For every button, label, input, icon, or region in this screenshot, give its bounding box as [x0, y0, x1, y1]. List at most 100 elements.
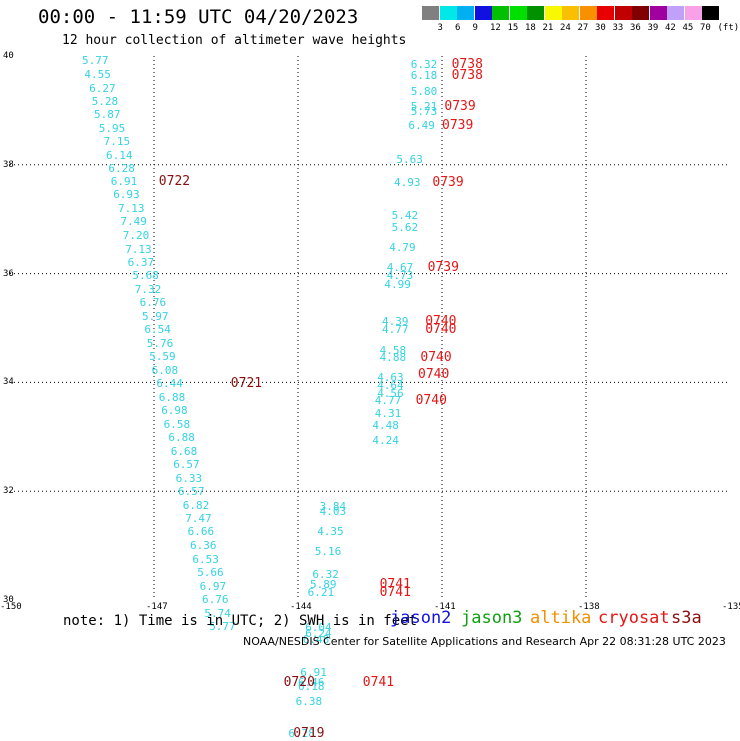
swh-value-label: 5.77 [82, 54, 109, 68]
swh-value-label: 4.31 [374, 406, 402, 420]
legend-label: 21 [542, 23, 554, 33]
pass-time-label: 0740 [425, 321, 457, 337]
swh-value-label: 4.55 [84, 67, 111, 81]
swh-value-label: 6.44 [156, 377, 183, 391]
satellite-name-s3a: s3a [671, 608, 702, 628]
legend-swatch [632, 6, 649, 20]
swh-value-label: 5.66 [197, 566, 224, 580]
swh-value-label: 6.88 [158, 390, 186, 404]
swh-value-label: 6.76 [202, 593, 229, 607]
satellite-name-altika: altika [530, 608, 592, 628]
pass-time-label: 0739 [442, 118, 474, 134]
swh-value-label: 5.62 [391, 221, 419, 235]
swh-value-label: 6.18 [410, 69, 438, 83]
lon-tick-label: -135 [722, 602, 740, 612]
legend-swatch [439, 6, 457, 20]
swh-value-label: 5.59 [149, 350, 176, 364]
swh-value-label: 4.88 [379, 350, 407, 364]
swh-value-label: 4.77 [382, 322, 409, 336]
lon-tick-label: -150 [0, 602, 22, 612]
lat-tick-label: 38 [3, 159, 14, 170]
legend-label: 39 [647, 23, 659, 33]
page-subtitle: 12 hour collection of altimeter wave hei… [62, 33, 407, 48]
lat-tick-label: 36 [3, 268, 14, 279]
swh-value-label: 6.37 [127, 255, 155, 269]
legend-label: 30 [595, 23, 606, 33]
swh-value-label: 6.76 [139, 296, 167, 310]
lat-tick-label: 32 [3, 486, 14, 497]
legend-swatch [579, 6, 597, 20]
swh-value-label: 4.03 [319, 505, 347, 519]
legend-swatch [492, 6, 509, 20]
legend-swatch [702, 6, 719, 20]
swh-value-label: 6.24 [305, 627, 332, 641]
swh-value-label: 6.82 [182, 498, 210, 512]
pass-time-label: 0740 [425, 313, 457, 329]
swh-value-label: 4.79 [389, 240, 416, 254]
pass-time-label: 0740 [418, 367, 450, 383]
pass-time-label: 0739 [444, 99, 476, 115]
pass-time-label: 0741 [379, 585, 411, 601]
swh-value-label: 7.20 [122, 228, 150, 242]
legend-swatch [422, 6, 439, 20]
swh-value-label: 6.53 [192, 552, 219, 566]
satellite-name-cryosat: cryosat [598, 608, 670, 628]
swh-value-label: 6.88 [168, 431, 195, 445]
swh-value-label: 4.99 [384, 278, 411, 292]
legend-swatch [684, 6, 702, 20]
swh-value-label: 7.49 [120, 215, 147, 229]
legend-label: 42 [665, 23, 676, 33]
lon-tick-label: -147 [146, 602, 168, 612]
swh-value-label: 4.63 [377, 370, 404, 384]
legend-label: 24 [560, 23, 571, 33]
legend-swatch [457, 6, 474, 20]
swh-value-label: 7.13 [118, 201, 145, 215]
legend-label: 9 [472, 23, 478, 33]
swh-value-label: 5.42 [391, 209, 419, 223]
pass-time-label: 0722 [158, 174, 191, 190]
page-title: 00:00 - 11:59 UTC 04/20/2023 [38, 6, 359, 28]
lon-tick-label: -141 [434, 602, 456, 612]
lon-tick-label: -138 [578, 602, 600, 612]
pass-time-label: 0719 [293, 726, 325, 741]
legend-swatch [614, 6, 632, 20]
pass-time-label: 0739 [432, 175, 464, 191]
swh-value-label: 6.49 [408, 119, 435, 133]
swh-value-label: 3.84 [319, 499, 347, 513]
swh-value-label: 4.39 [382, 314, 409, 328]
legend-swatch [474, 6, 492, 20]
satellite-name-jason3: jason3 [461, 608, 523, 628]
swh-value-label: 4.73 [386, 268, 414, 282]
swh-value-label: 6.68 [170, 444, 198, 458]
swh-value-label: 4.93 [394, 176, 421, 190]
satellite-name-jason2: jason2 [390, 608, 452, 628]
swh-value-label: 5.77 [209, 620, 236, 634]
legend-label: 45 [682, 23, 694, 33]
legend-label: 36 [630, 23, 641, 33]
swh-value-label: 5.97 [142, 310, 169, 324]
legend-label: 33 [612, 23, 624, 33]
swh-value-label: 6.48 [302, 632, 330, 646]
pass-time-label: 0740 [420, 349, 452, 365]
pass-time-label: 0741 [362, 674, 395, 690]
swh-value-label: 5.68 [132, 269, 159, 283]
swh-value-label: 6.91 [110, 175, 138, 189]
legend-swatch [649, 6, 667, 20]
swh-value-label: 4.67 [386, 261, 414, 275]
swh-value-label: 4.24 [372, 433, 399, 447]
pass-time-label: 0720 [283, 674, 315, 690]
swh-value-label: 6.54 [144, 323, 171, 337]
swh-value-label: 6.33 [175, 471, 203, 485]
swh-value-label: 5.89 [310, 577, 337, 591]
legend-label: (ft) [717, 23, 740, 33]
swh-value-label: 6.27 [89, 81, 116, 95]
legend-label: 12 [490, 23, 501, 33]
swh-value-label: 5.74 [204, 606, 231, 620]
swh-value-label: 7.47 [185, 512, 212, 526]
legend-swatch [509, 6, 527, 20]
swh-value-label: 6.04 [305, 620, 332, 634]
swh-value-label: 6.98 [161, 404, 188, 418]
footer-credit: NOAA/NESDIS Center for Satellite Applica… [243, 635, 726, 648]
legend-label: 70 [700, 23, 711, 33]
swh-value-label: 6.38 [295, 694, 323, 708]
